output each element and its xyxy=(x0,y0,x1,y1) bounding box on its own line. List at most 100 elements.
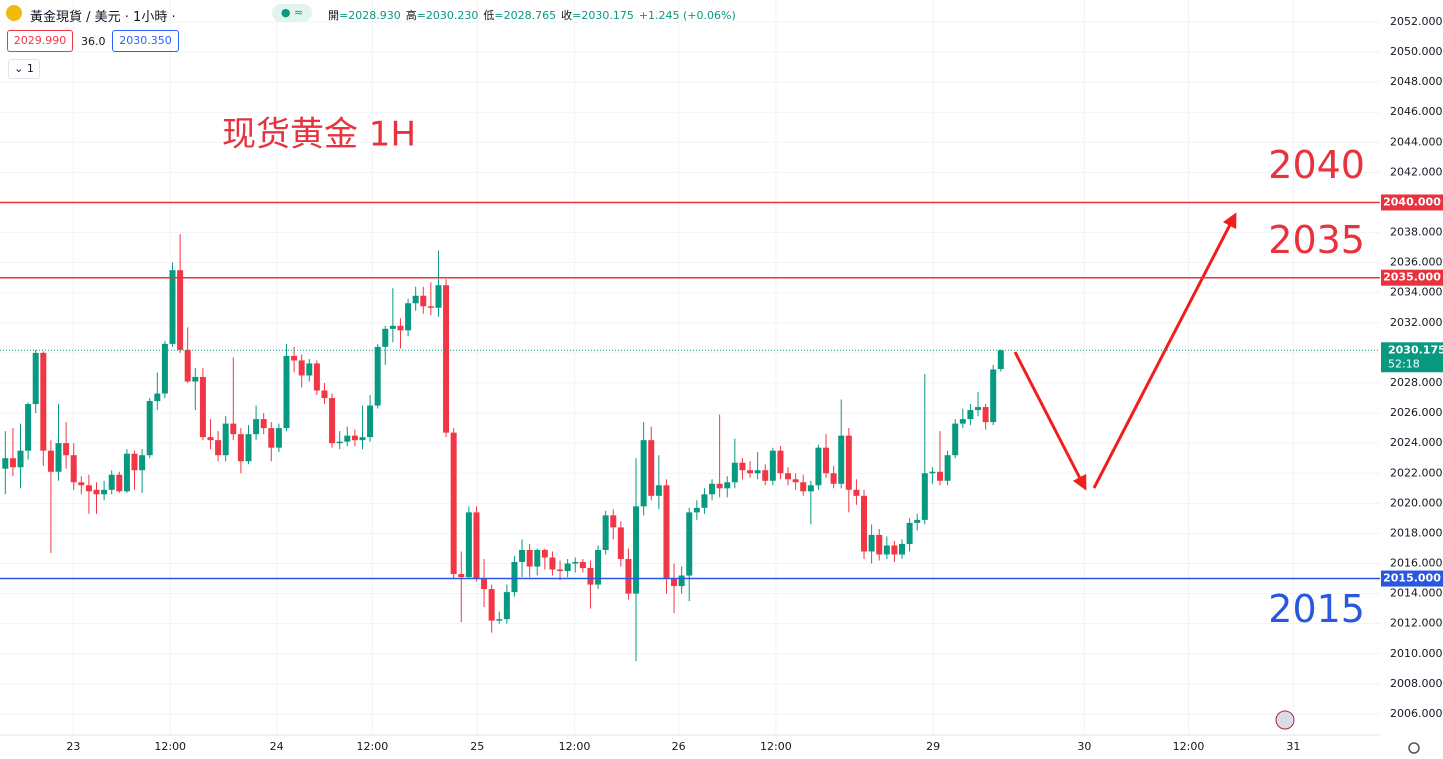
candle-body xyxy=(405,303,412,331)
candle-body xyxy=(412,295,419,304)
x-tick-label: 12:00 xyxy=(760,740,792,753)
candle-body xyxy=(230,423,237,435)
x-tick-label: 12:00 xyxy=(357,740,389,753)
status-badge[interactable]: ● ≈ xyxy=(272,4,312,22)
last-price-badge xyxy=(1381,342,1443,373)
candle-body xyxy=(382,328,389,347)
indicator-toggle[interactable]: ⌄ 1 xyxy=(8,59,40,79)
candle-body xyxy=(237,434,244,462)
ask-price[interactable]: 2030.350 xyxy=(112,30,179,52)
candle-body xyxy=(503,592,510,620)
level-note: 2015 xyxy=(1268,587,1365,631)
candle-body xyxy=(496,619,503,621)
candle-body xyxy=(549,557,556,570)
x-tick-label: 12:00 xyxy=(1173,740,1205,753)
y-tick-label: 2006.000 xyxy=(1390,707,1443,720)
candle-body xyxy=(693,507,700,513)
candle-body xyxy=(579,562,586,569)
candle-body xyxy=(427,306,434,308)
candle-body xyxy=(146,401,153,456)
level-label: 2015.000 xyxy=(1383,572,1441,585)
candle-body xyxy=(975,407,982,411)
candle-body xyxy=(800,482,807,492)
level-note: 2035 xyxy=(1268,218,1365,262)
candle-body xyxy=(275,428,282,448)
y-tick-label: 2016.000 xyxy=(1390,557,1443,570)
candle-body xyxy=(435,285,442,308)
candle-body xyxy=(481,578,488,590)
x-tick-label: 29 xyxy=(926,740,940,753)
x-tick-label: 30 xyxy=(1077,740,1091,753)
y-tick-label: 2036.000 xyxy=(1390,256,1443,269)
symbol-icon xyxy=(6,5,22,21)
candle-body xyxy=(488,589,495,621)
candle-body xyxy=(329,398,336,444)
candle-body xyxy=(868,534,875,552)
candle-body xyxy=(139,455,146,471)
symbol[interactable]: 黃金現貨 / 美元 · 1小時 · xyxy=(30,10,176,25)
indicator-count: 1 xyxy=(26,62,34,75)
candle-body xyxy=(777,450,784,474)
candle-body xyxy=(351,435,358,441)
candle-body xyxy=(678,575,685,587)
candle-body xyxy=(876,534,883,555)
candle-body xyxy=(389,325,396,329)
y-tick-label: 2024.000 xyxy=(1390,436,1443,449)
candle-body xyxy=(473,512,480,579)
candle-body xyxy=(640,440,647,507)
candle-body xyxy=(967,410,974,420)
level-badge xyxy=(1381,570,1443,587)
candle-body xyxy=(891,545,898,555)
settings-icon[interactable] xyxy=(1408,742,1420,754)
level-badge xyxy=(1381,194,1443,211)
candle-body xyxy=(724,482,731,489)
y-tick-label: 2038.000 xyxy=(1390,226,1443,239)
candle-body xyxy=(838,435,845,484)
candle-body xyxy=(785,473,792,480)
candle-body xyxy=(602,515,609,550)
candle-body xyxy=(648,440,655,496)
candle-body xyxy=(78,482,85,486)
ohlc-name: 收 xyxy=(561,9,573,22)
y-tick-label: 2010.000 xyxy=(1390,647,1443,660)
bid-price[interactable]: 2029.990 xyxy=(7,30,73,52)
candle-body xyxy=(952,423,959,456)
level-badge xyxy=(1381,269,1443,286)
candle-body xyxy=(336,441,343,444)
candle-body xyxy=(861,495,868,552)
ohlc-value: =2028.765 xyxy=(494,9,557,22)
candle-body xyxy=(617,527,624,559)
y-tick-label: 2022.000 xyxy=(1390,466,1443,479)
candle-body xyxy=(154,393,161,402)
candle-body xyxy=(572,562,579,564)
candle-body xyxy=(17,450,24,468)
candle-body xyxy=(731,462,738,483)
candle-body xyxy=(458,574,465,578)
x-tick-label: 25 xyxy=(470,740,484,753)
candle-body xyxy=(291,355,298,361)
candle-body xyxy=(534,549,541,567)
x-tick-label: 31 xyxy=(1286,740,1300,753)
countdown: 52:18 xyxy=(1388,357,1420,370)
candle-body xyxy=(199,376,206,438)
ohlc-name: 開 xyxy=(328,9,339,22)
candle-body xyxy=(443,285,450,433)
candle-body xyxy=(739,462,746,471)
y-tick-label: 2018.000 xyxy=(1390,526,1443,539)
candle-body xyxy=(671,578,678,587)
candle-body xyxy=(306,363,313,376)
candle-body xyxy=(663,485,670,579)
y-tick-label: 2028.000 xyxy=(1390,376,1443,389)
candle-body xyxy=(830,473,837,484)
flag-icon xyxy=(1275,710,1295,730)
candle-body xyxy=(465,512,472,578)
candle-body xyxy=(207,437,214,441)
x-tick-label: 12:00 xyxy=(559,740,591,753)
candle-body xyxy=(161,343,168,394)
candle-body xyxy=(853,489,860,496)
candle-body xyxy=(519,549,526,563)
y-tick-label: 2046.000 xyxy=(1390,105,1443,118)
candle-body xyxy=(595,549,602,585)
x-tick-label: 23 xyxy=(66,740,80,753)
